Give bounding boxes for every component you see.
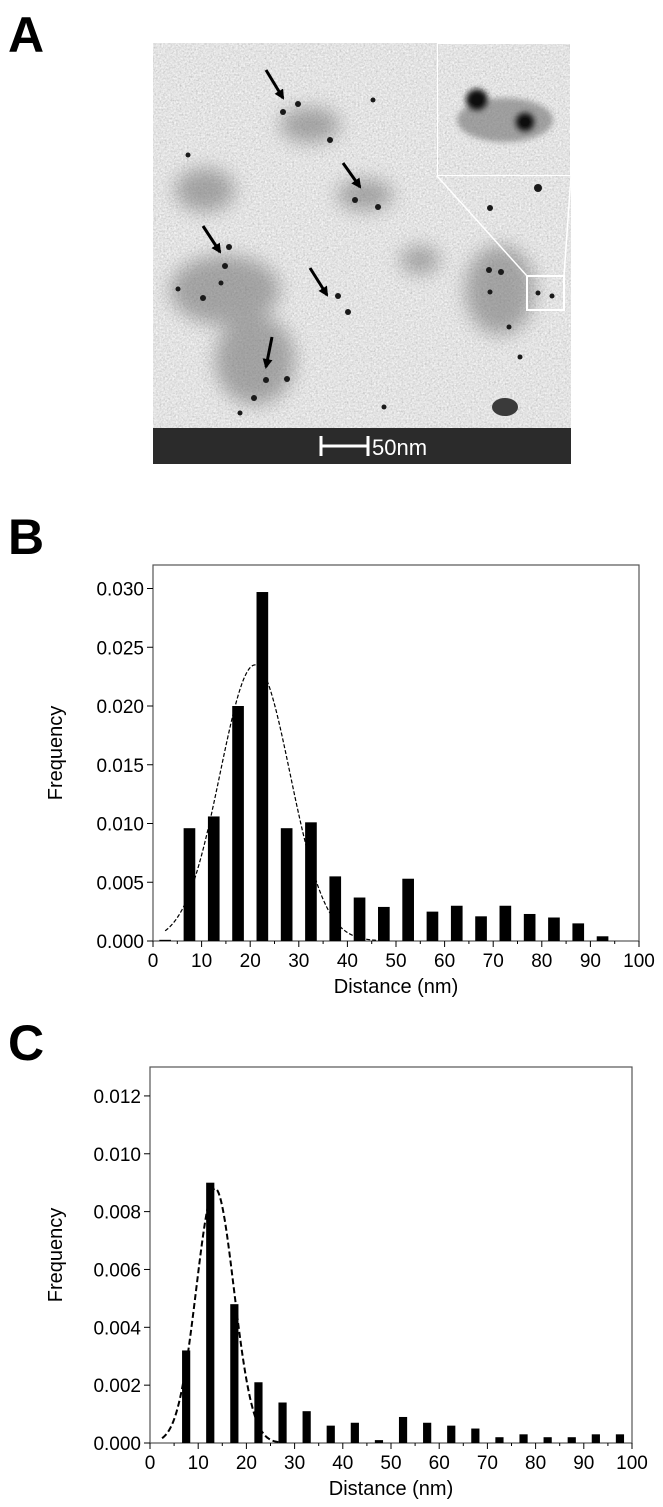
y-tick-label: 0.004 <box>93 1318 141 1339</box>
histogram-bar <box>495 1437 504 1443</box>
histogram-bar <box>232 706 244 941</box>
histogram-bar <box>207 816 220 941</box>
histogram-bar <box>447 1425 456 1443</box>
y-axis-label: Frequency <box>45 1208 67 1303</box>
histogram-bar <box>374 1440 384 1443</box>
y-tick-label: 0.025 <box>96 638 144 659</box>
x-tick-label: 60 <box>429 1453 450 1474</box>
x-tick-label: 10 <box>188 1453 209 1474</box>
x-tick-label: 60 <box>434 951 455 972</box>
y-tick-label: 0.010 <box>93 1145 141 1166</box>
x-tick-label: 40 <box>337 951 358 972</box>
x-tick-label: 40 <box>332 1453 353 1474</box>
panel-label-a: A <box>8 7 45 63</box>
histogram-bar <box>450 905 463 941</box>
y-tick-label: 0.020 <box>96 697 144 718</box>
histogram-bar <box>471 1428 480 1443</box>
x-tick-label: 0 <box>148 951 159 972</box>
histogram-bar <box>326 1425 335 1443</box>
panel-label-c: C <box>8 1015 45 1071</box>
zoom-region-box <box>526 275 565 311</box>
y-tick-label: 0.030 <box>96 580 144 601</box>
micrograph-inset <box>437 43 571 176</box>
x-axis-label: Distance (nm) <box>329 1478 453 1500</box>
histogram-bar <box>329 876 342 941</box>
histogram-bar <box>572 923 585 941</box>
y-tick-label: 0.006 <box>93 1260 141 1281</box>
x-tick-label: 80 <box>525 1453 546 1474</box>
x-tick-label: 50 <box>385 951 406 972</box>
y-tick-label: 0.002 <box>93 1376 141 1397</box>
histogram-bar <box>519 1434 528 1443</box>
y-tick-label: 0.012 <box>93 1087 141 1108</box>
histogram-bar <box>254 1382 263 1443</box>
histogram-bar <box>378 906 390 941</box>
plot-frame <box>152 564 640 942</box>
x-tick-label: 90 <box>580 951 601 972</box>
panel-label-b: B <box>8 509 45 565</box>
x-tick-label: 80 <box>531 951 552 972</box>
histogram-bar <box>543 1437 552 1443</box>
histogram-bar <box>548 917 560 941</box>
gaussian-fit-curve <box>164 664 377 941</box>
y-tick-label: 0.015 <box>96 756 144 777</box>
histogram-bar <box>523 913 536 941</box>
histogram-bar <box>567 1437 576 1443</box>
histogram-bar <box>615 1434 625 1443</box>
y-tick-label: 0.000 <box>93 1434 141 1455</box>
plot-frame <box>149 1066 633 1444</box>
x-tick-label: 90 <box>573 1453 594 1474</box>
histogram-bar <box>596 936 609 941</box>
histogram-bar <box>256 592 269 941</box>
x-tick-label: 20 <box>236 1453 257 1474</box>
histogram-bar <box>159 939 171 941</box>
scale-bar <box>319 436 370 456</box>
histogram-bar <box>353 897 366 941</box>
histogram-bar <box>230 1304 239 1443</box>
histogram-bar <box>499 905 512 941</box>
histogram-bar <box>278 1402 287 1443</box>
x-tick-label: 70 <box>483 951 504 972</box>
histogram-bar <box>206 1182 215 1443</box>
chart-c: 0 10 20 30 40 50 60 70 80 90 100 0.000 0.002 0.004 0.0… <box>45 1066 648 1500</box>
micrograph: 50nm <box>153 43 571 464</box>
x-tick-label: 10 <box>191 951 212 972</box>
x-tick-label: 0 <box>145 1453 156 1474</box>
x-tick-label: 70 <box>477 1453 498 1474</box>
x-axis-label: Distance (nm) <box>334 976 458 998</box>
scale-bar-label: 50nm <box>372 435 427 460</box>
histogram-bar <box>305 822 317 941</box>
y-tick-label: 0.010 <box>96 815 144 836</box>
histogram-bar <box>402 878 414 941</box>
histogram-bar <box>423 1422 432 1443</box>
gaussian-fit-curve <box>161 1187 281 1444</box>
gold-particles <box>175 97 555 416</box>
x-tick-label: 20 <box>240 951 261 972</box>
x-tick-label: 30 <box>288 951 309 972</box>
histogram-bar <box>426 911 439 941</box>
chart-b: 0 10 20 30 40 50 60 70 80 90 100 0.000 0.005 0.010 0.0… <box>45 564 655 998</box>
histogram-bar <box>398 1416 408 1443</box>
histogram-bar <box>591 1434 600 1443</box>
y-tick-label: 0.000 <box>96 932 144 953</box>
x-tick-label: 100 <box>623 951 655 972</box>
histogram-bar <box>350 1422 359 1443</box>
y-tick-label: 0.008 <box>93 1203 141 1224</box>
x-tick-label: 50 <box>380 1453 401 1474</box>
y-tick-label: 0.005 <box>96 873 144 894</box>
histogram-bar <box>302 1411 311 1443</box>
y-axis-label: Frequency <box>45 706 67 801</box>
x-tick-label: 30 <box>284 1453 305 1474</box>
histogram-bar <box>475 916 487 941</box>
particle-arrows <box>201 69 362 369</box>
histogram-bar <box>182 1350 191 1443</box>
x-tick-label: 100 <box>616 1453 648 1474</box>
histogram-bar <box>183 828 196 941</box>
histogram-bar <box>280 828 293 941</box>
